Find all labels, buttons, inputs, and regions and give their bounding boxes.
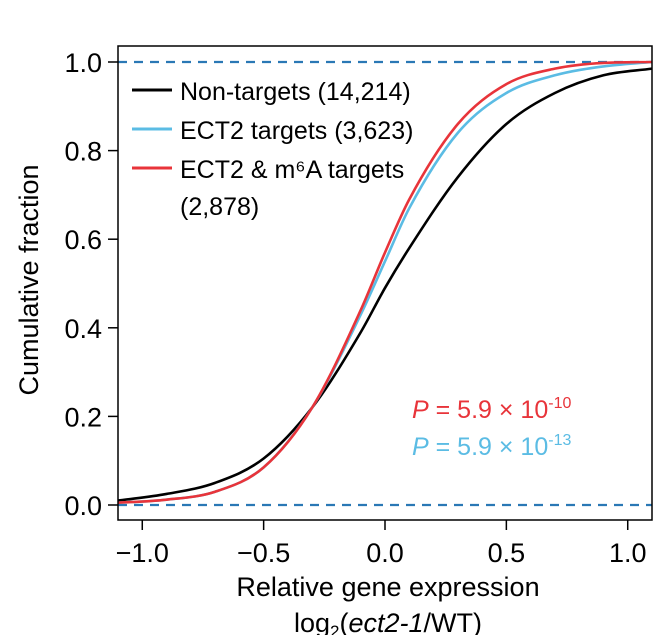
y-tick-label: 1.0	[64, 48, 102, 78]
p-value-red: P = 5.9 × 10-10	[412, 395, 571, 424]
x-axis-label: Relative gene expression	[236, 572, 539, 602]
x-tick-label: −0.5	[237, 538, 290, 568]
y-tick-label: 0.4	[64, 314, 102, 344]
y-axis-label: Cumulative fraction	[14, 164, 44, 395]
legend-label-ect2-m6a-targets: ECT2 & m⁶A targets	[180, 156, 404, 184]
x-tick-label: 0.5	[488, 538, 526, 568]
x-tick-label: 1.0	[609, 538, 647, 568]
series-line-ect2-and-m-a-targets-2-878	[117, 60, 653, 505]
legend-label-ect2-targets: ECT2 targets (3,623)	[180, 117, 413, 145]
legend-label-non-targets: Non-targets (14,214)	[180, 78, 411, 106]
legend-label-ect2-m6a-count: (2,878)	[180, 193, 259, 221]
x-tick-label: 0.0	[366, 538, 404, 568]
y-tick-label: 0.0	[64, 491, 102, 521]
x-axis-sublabel-subscript: 2	[330, 622, 339, 635]
y-tick-label: 0.6	[64, 225, 102, 255]
x-axis-sublabel: log2(ect2-1/WT)	[294, 608, 482, 635]
series-line-non-targets-14-214	[117, 67, 653, 502]
legend: Non-targets (14,214) ECT2 targets (3,623…	[132, 78, 413, 221]
x-tick-label: −1.0	[116, 538, 169, 568]
y-tick-label: 0.2	[64, 402, 102, 432]
p-value-blue: P = 5.9 × 10-13	[412, 432, 571, 461]
y-tick-label: 0.8	[64, 137, 102, 167]
